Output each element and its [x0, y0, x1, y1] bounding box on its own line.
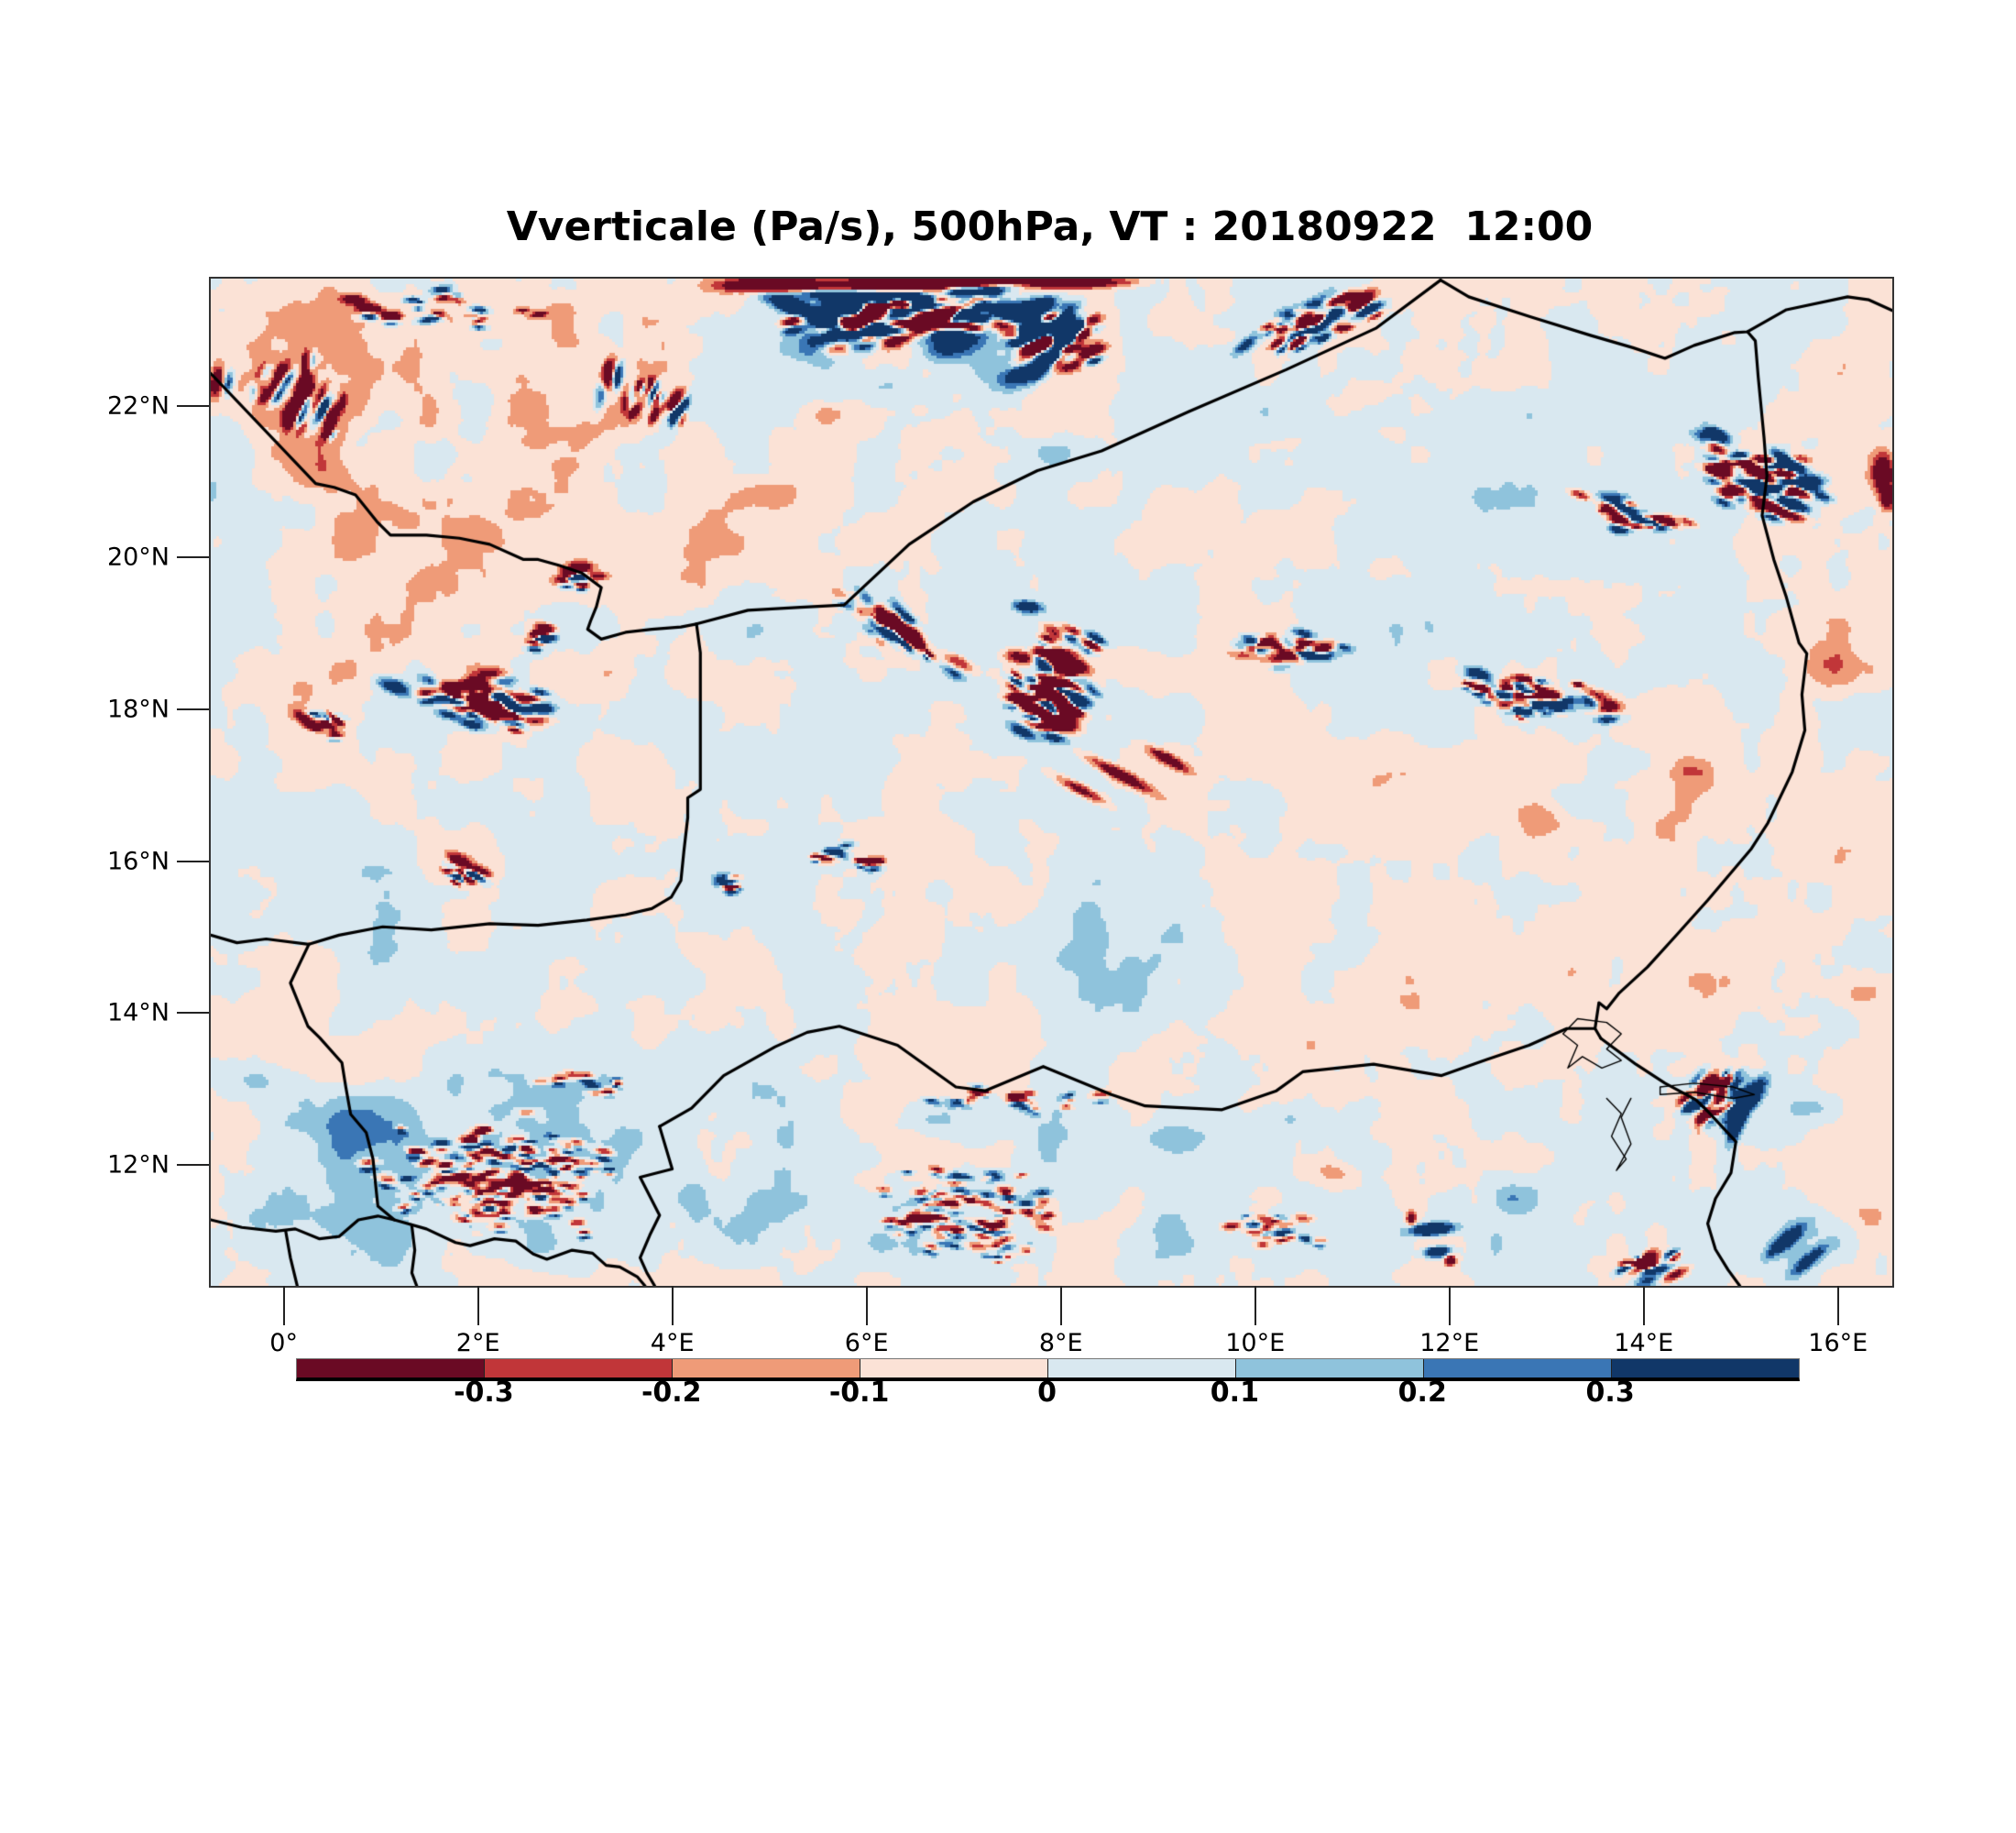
- colorbar: [296, 1358, 1800, 1381]
- y-tick-label: 12°N: [106, 1150, 170, 1180]
- y-tick-label: 16°N: [106, 847, 170, 876]
- y-tick-label: 14°N: [106, 998, 170, 1027]
- x-tick-mark: [1642, 1286, 1645, 1325]
- colorbar-tick-label: 0.3: [1585, 1377, 1635, 1409]
- colorbar-segment: [1236, 1359, 1424, 1377]
- colorbar-tick-label: 0.2: [1397, 1377, 1447, 1409]
- y-tick-mark: [177, 556, 209, 559]
- x-tick-label: 12°E: [1419, 1329, 1480, 1357]
- x-tick-mark: [477, 1286, 479, 1325]
- y-tick-mark: [177, 708, 209, 711]
- x-tick-label: 6°E: [844, 1329, 889, 1357]
- x-tick-mark: [1448, 1286, 1451, 1325]
- y-tick-mark: [177, 860, 209, 862]
- y-tick-mark: [177, 1163, 209, 1166]
- map-canvas: [211, 279, 1892, 1286]
- x-tick-label: 10°E: [1225, 1329, 1286, 1357]
- x-tick-label: 2°E: [455, 1329, 500, 1357]
- y-tick-label: 20°N: [106, 543, 170, 572]
- colorbar-tick-label: -0.2: [641, 1377, 702, 1409]
- colorbar-tick-label: 0: [1037, 1377, 1057, 1409]
- colorbar-tick-label: -0.3: [454, 1377, 514, 1409]
- x-tick-label: 8°E: [1038, 1329, 1083, 1357]
- colorbar-segment: [297, 1359, 485, 1377]
- x-tick-label: 14°E: [1614, 1329, 1674, 1357]
- colorbar-segment: [1424, 1359, 1612, 1377]
- y-tick-mark: [177, 404, 209, 407]
- colorbar-tick-label: 0.1: [1210, 1377, 1259, 1409]
- y-tick-label: 18°N: [106, 695, 170, 724]
- y-tick-label: 22°N: [106, 391, 170, 421]
- x-tick-label: 16°E: [1808, 1329, 1868, 1357]
- x-tick-label: 4°E: [650, 1329, 695, 1357]
- colorbar-segment: [485, 1359, 673, 1377]
- x-tick-mark: [671, 1286, 674, 1325]
- colorbar-segment: [1612, 1359, 1799, 1377]
- colorbar-segment: [1048, 1359, 1236, 1377]
- x-tick-mark: [865, 1286, 868, 1325]
- plot-title: Vverticale (Pa/s), 500hPa, VT : 20180922…: [506, 203, 1594, 250]
- colorbar-tick-label: -0.1: [828, 1377, 890, 1409]
- x-tick-label: 0°: [269, 1329, 298, 1357]
- x-tick-mark: [1836, 1286, 1839, 1325]
- y-tick-mark: [177, 1012, 209, 1015]
- x-tick-mark: [1059, 1286, 1062, 1325]
- colorbar-segment: [673, 1359, 860, 1377]
- map-frame: [209, 277, 1894, 1288]
- colorbar-segment: [860, 1359, 1048, 1377]
- x-tick-mark: [1254, 1286, 1256, 1325]
- x-tick-mark: [282, 1286, 285, 1325]
